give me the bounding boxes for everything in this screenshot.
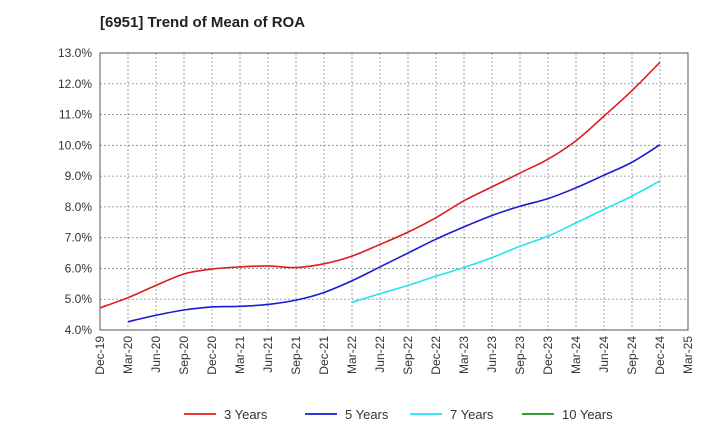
legend-item: 10 Years bbox=[522, 407, 613, 422]
y-tick-label: 13.0% bbox=[58, 46, 92, 60]
x-tick-label: Mar-20 bbox=[121, 336, 135, 374]
x-tick-label: Sep-20 bbox=[177, 336, 191, 375]
series-line-7-years bbox=[351, 180, 661, 304]
legend-item: 7 Years bbox=[410, 407, 494, 422]
x-tick-label: Dec-19 bbox=[93, 336, 107, 375]
x-tick-label: Jun-22 bbox=[373, 336, 387, 373]
y-tick-label: 9.0% bbox=[65, 169, 93, 183]
y-tick-label: 10.0% bbox=[58, 138, 92, 152]
y-axis: 4.0% 5.0% 6.0% 7.0% 8.0% 9.0% 10.0% 11.0% 12.0% 1… bbox=[58, 46, 92, 337]
y-tick-label: 6.0% bbox=[65, 261, 93, 275]
x-tick-label: Dec-21 bbox=[317, 336, 331, 375]
legend-label: 3 Years bbox=[224, 407, 268, 422]
x-tick-label: Mar-25 bbox=[681, 336, 695, 374]
x-tick-label: Sep-23 bbox=[513, 336, 527, 375]
x-axis: Dec-19 Mar-20 Jun-20 Sep-20 Dec-20 Mar-21 Jun-… bbox=[93, 336, 695, 375]
y-tick-label: 8.0% bbox=[65, 200, 93, 214]
x-tick-label: Sep-21 bbox=[289, 336, 303, 375]
legend-label: 5 Years bbox=[345, 407, 389, 422]
x-tick-label: Dec-24 bbox=[653, 336, 667, 375]
legend: 3 Years 5 Years 7 Years 10 Years bbox=[184, 407, 613, 422]
x-tick-label: Dec-22 bbox=[429, 336, 443, 375]
x-tick-label: Jun-20 bbox=[149, 336, 163, 373]
y-tick-label: 12.0% bbox=[58, 77, 92, 91]
x-tick-label: Sep-24 bbox=[625, 336, 639, 375]
series-lines bbox=[99, 61, 661, 323]
y-tick-label: 7.0% bbox=[65, 231, 93, 245]
grid bbox=[99, 52, 689, 331]
x-tick-label: Mar-24 bbox=[569, 336, 583, 374]
x-tick-label: Mar-22 bbox=[345, 336, 359, 374]
series-line-3-years bbox=[99, 61, 661, 309]
x-tick-label: Sep-22 bbox=[401, 336, 415, 375]
x-tick-label: Mar-21 bbox=[233, 336, 247, 374]
x-tick-label: Dec-23 bbox=[541, 336, 555, 375]
x-tick-label: Mar-23 bbox=[457, 336, 471, 374]
plot-frame bbox=[99, 52, 689, 331]
chart-title: [6951] Trend of Mean of ROA bbox=[100, 14, 306, 31]
y-tick-label: 5.0% bbox=[65, 292, 93, 306]
y-tick-label: 4.0% bbox=[65, 323, 93, 337]
x-tick-label: Dec-20 bbox=[205, 336, 219, 375]
x-tick-label: Jun-24 bbox=[597, 336, 611, 373]
legend-label: 7 Years bbox=[450, 407, 494, 422]
y-tick-label: 11.0% bbox=[59, 108, 92, 122]
legend-item: 5 Years bbox=[305, 407, 389, 422]
legend-item: 3 Years bbox=[184, 407, 268, 422]
x-tick-label: Jun-23 bbox=[485, 336, 499, 373]
x-tick-label: Jun-21 bbox=[261, 336, 275, 373]
legend-label: 10 Years bbox=[562, 407, 613, 422]
series-line-5-years bbox=[127, 144, 661, 323]
